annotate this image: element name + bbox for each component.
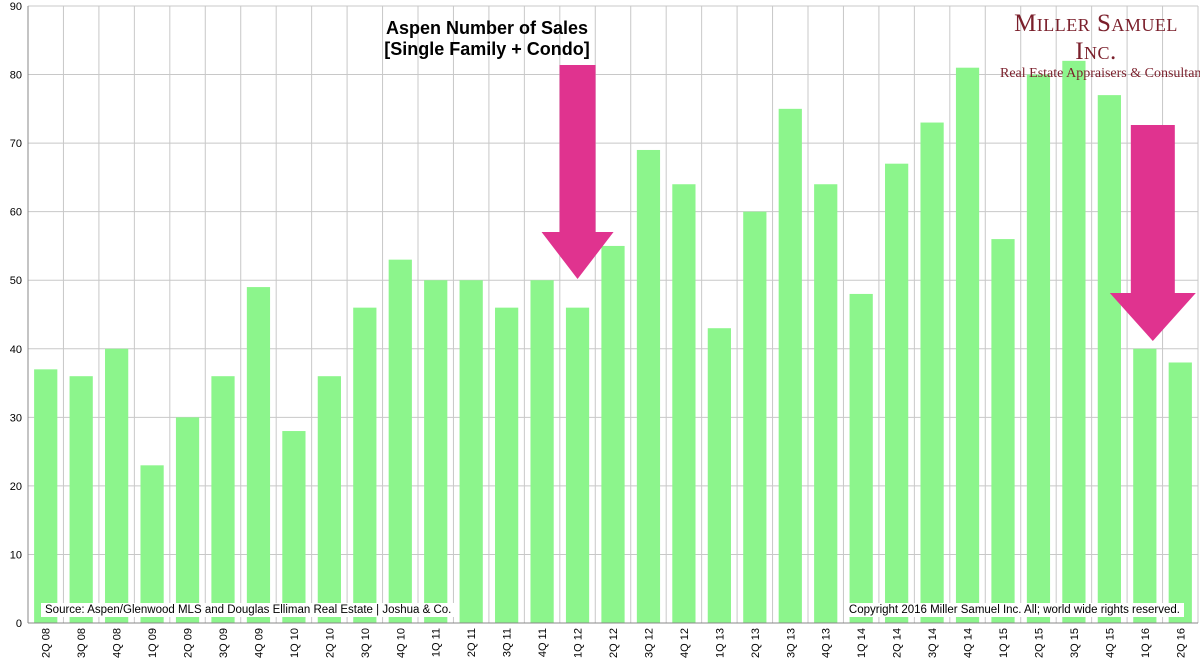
- x-tick-label: 2Q 15: [1033, 628, 1045, 658]
- bar-2q-14: [885, 163, 909, 623]
- y-tick-label: 90: [10, 1, 22, 13]
- x-tick-label: 4Q 14: [963, 628, 975, 658]
- bar-3q-12: [636, 149, 661, 623]
- bar-4q-13: [814, 184, 838, 623]
- x-tick-label: 2Q 14: [892, 628, 904, 658]
- x-tick-label: 3Q 15: [1069, 628, 1081, 658]
- bar-3q-14: [920, 122, 944, 624]
- x-tick-label: 1Q 11: [431, 628, 443, 657]
- bar-4q-10: [388, 259, 412, 623]
- chart-title: Aspen Number of Sales: [386, 18, 588, 38]
- axes: 0 10 20 30 40 50 60 70 80 90 2Q 08 3Q 08 4Q 08 1Q 09 2…: [10, 1, 1198, 658]
- bar-1q-10: [282, 431, 306, 623]
- bar-1q-13: [707, 328, 731, 623]
- x-tick-label: 3Q 08: [76, 628, 88, 658]
- x-tick-label: 2Q 09: [183, 628, 195, 658]
- y-tick-label: 30: [10, 412, 22, 424]
- x-tick-label: 2Q 13: [750, 628, 762, 658]
- brand-logo: Miller Samuel Inc. Real Estate Appraiser…: [1000, 10, 1200, 82]
- x-tick-label: 1Q 13: [714, 628, 726, 658]
- bar-4q-11: [530, 280, 554, 623]
- x-tick-label: 4Q 13: [821, 628, 833, 658]
- x-tick-label: 4Q 15: [1104, 628, 1116, 658]
- x-tick-label: 2Q 16: [1175, 628, 1187, 658]
- bar-4q-08: [105, 348, 129, 623]
- bar-4q-15: [1097, 95, 1121, 624]
- bar-1q-16: [1133, 348, 1157, 623]
- bar-2q-08: [34, 369, 58, 623]
- bar-4q-12: [672, 184, 696, 623]
- x-tick-label: 4Q 12: [679, 628, 691, 658]
- down-arrow-1q-12: [541, 65, 614, 279]
- bar-3q-15: [1062, 60, 1086, 624]
- bar-2q-11: [459, 280, 483, 623]
- x-tick-label: 3Q 10: [360, 628, 372, 658]
- brand-name: Miller Samuel Inc.: [1014, 10, 1178, 65]
- bar-4q-09: [246, 287, 271, 623]
- x-tick-label: 1Q 16: [1140, 628, 1152, 658]
- source-note: Source: Aspen/Glenwood MLS and Douglas E…: [41, 603, 456, 617]
- x-tick-label: 1Q 12: [573, 628, 585, 658]
- bar-3q-09: [211, 376, 235, 623]
- bars: [34, 60, 1192, 624]
- y-tick-label: 0: [16, 618, 22, 630]
- y-tick-label: 40: [10, 344, 22, 356]
- bar-4q-14: [955, 67, 980, 623]
- x-tick-label: 3Q 12: [643, 628, 655, 658]
- x-tick-label: 2Q 08: [41, 628, 53, 658]
- x-tick-label: 4Q 09: [253, 628, 265, 658]
- y-tick-label: 80: [10, 70, 22, 82]
- bar-1q-09: [140, 465, 164, 623]
- grid-lines: [27, 5, 1199, 624]
- chart-subtitle: [Single Family + Condo]: [384, 39, 590, 59]
- y-tick-label: 20: [10, 481, 22, 493]
- bar-2q-09: [175, 417, 200, 623]
- bar-1q-12: [565, 307, 590, 623]
- x-tick-label: 2Q 11: [466, 628, 478, 657]
- bar-3q-08: [69, 376, 93, 623]
- x-tick-label: 1Q 09: [147, 628, 159, 658]
- bar-1q-14: [849, 293, 873, 623]
- y-tick-label: 50: [10, 275, 22, 287]
- bar-1q-11: [424, 280, 448, 623]
- x-tick-label: 1Q 14: [856, 628, 868, 658]
- bar-2q-16: [1168, 362, 1192, 623]
- copyright-note: Copyright 2016 Miller Samuel Inc. All; w…: [844, 603, 1184, 617]
- x-tick-label: 3Q 13: [785, 628, 797, 658]
- x-tick-label: 3Q 09: [218, 628, 230, 658]
- bar-2q-15: [1026, 74, 1051, 624]
- y-tick-label: 70: [10, 138, 22, 150]
- y-tick-label: 10: [10, 549, 22, 561]
- x-tick-label: 2Q 12: [608, 628, 620, 658]
- x-tick-label: 2Q 10: [324, 628, 336, 658]
- x-tick-label: 4Q 11: [537, 628, 549, 657]
- bar-3q-10: [353, 307, 377, 623]
- brand-tagline: Real Estate Appraisers & Consultants: [1000, 66, 1200, 81]
- x-tick-label: 4Q 10: [395, 628, 407, 658]
- x-tick-label: 1Q 15: [998, 628, 1010, 658]
- bar-2q-13: [743, 211, 767, 623]
- annotation-arrows: [541, 65, 1196, 341]
- x-tick-label: 4Q 08: [112, 628, 124, 658]
- y-tick-label: 60: [10, 207, 22, 219]
- bar-2q-10: [317, 376, 341, 623]
- bar-3q-13: [778, 108, 802, 624]
- bar-1q-15: [991, 239, 1015, 624]
- x-tick-label: 3Q 14: [927, 628, 939, 658]
- bar-3q-11: [495, 307, 519, 623]
- x-tick-label: 3Q 11: [502, 628, 514, 657]
- down-arrow-1q-16: [1109, 125, 1196, 341]
- x-tick-label: 1Q 10: [289, 628, 301, 658]
- bar-2q-12: [601, 245, 625, 623]
